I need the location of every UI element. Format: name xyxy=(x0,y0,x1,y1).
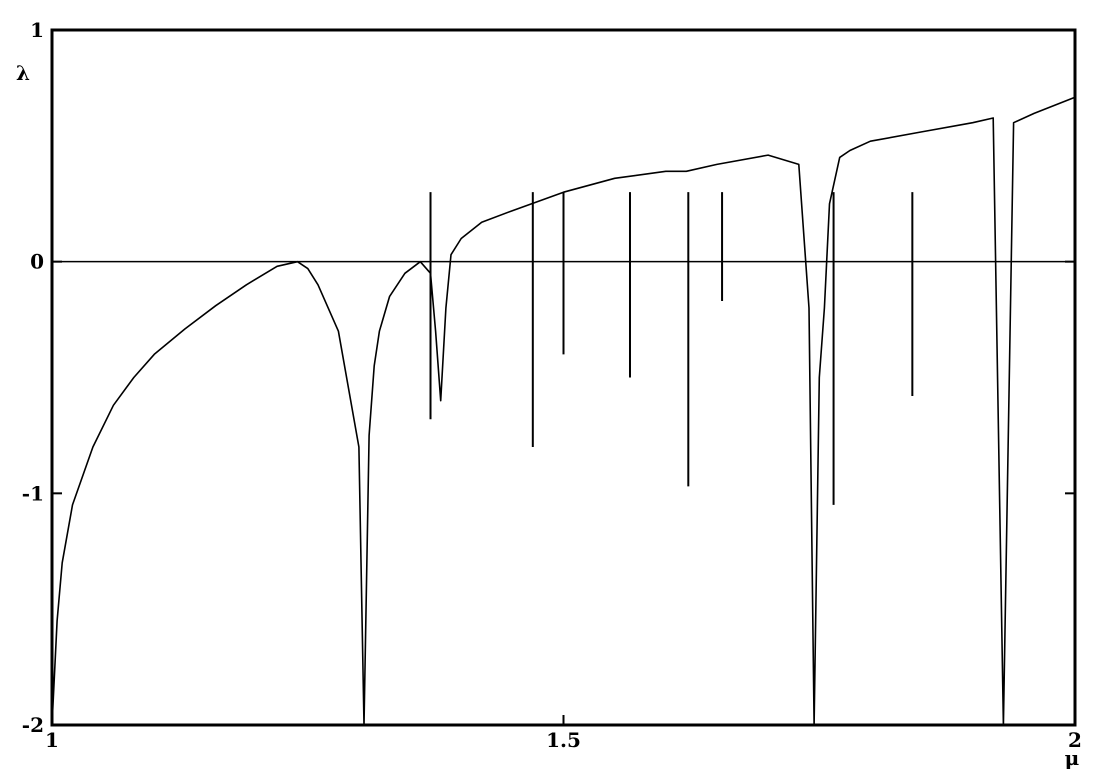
tick-labels: 10-1-21 1.5 2 xyxy=(22,18,1082,752)
x-tick-label: 2 xyxy=(1068,728,1082,752)
y-axis-label: λ xyxy=(16,61,30,85)
x-tick-label: 1.5 xyxy=(546,728,581,752)
x-tick-label: 1 xyxy=(45,728,59,752)
y-tick-label: 0 xyxy=(30,250,44,274)
series-line xyxy=(51,96,1076,726)
axis-ticks xyxy=(51,29,1076,726)
dip-marks xyxy=(429,192,914,505)
plot-frame xyxy=(50,28,1077,727)
y-tick-label: 1 xyxy=(30,18,44,42)
y-tick-label: -2 xyxy=(22,713,44,737)
x-axis-label: μ xyxy=(1065,746,1080,770)
y-tick-label: -1 xyxy=(22,481,44,505)
